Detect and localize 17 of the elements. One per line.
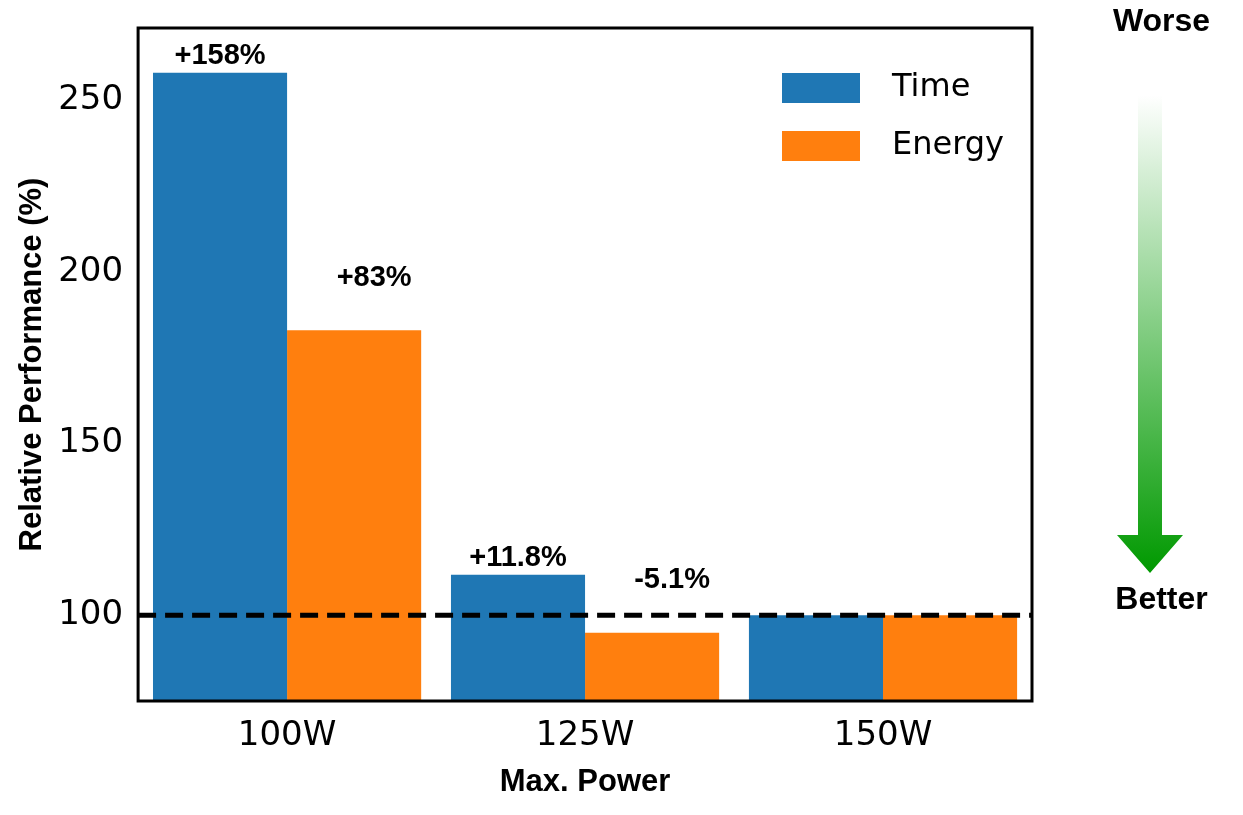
x-tick-label: 150W: [833, 713, 933, 754]
x-axis-title: Max. Power: [499, 762, 671, 798]
y-tick-label: 100: [58, 591, 124, 632]
x-tick-label: 125W: [535, 713, 635, 754]
text: Better: [1114, 580, 1209, 617]
annotation: +83%: [336, 259, 412, 292]
annotation: -5.1%: [634, 562, 711, 595]
x-tick-label: 100W: [237, 713, 337, 754]
legend-label: Energy: [892, 124, 1005, 163]
annotation: +158%: [174, 38, 266, 71]
y-axis-title: Relative Performance (%): [13, 177, 49, 552]
legend-label: Time: [891, 66, 971, 105]
y-tick-label: 200: [58, 248, 124, 289]
text: Worse: [1111, 2, 1212, 39]
y-tick-label: 250: [58, 76, 124, 117]
annotation: +11.8%: [469, 540, 567, 573]
y-tick-label: 150: [58, 420, 124, 461]
